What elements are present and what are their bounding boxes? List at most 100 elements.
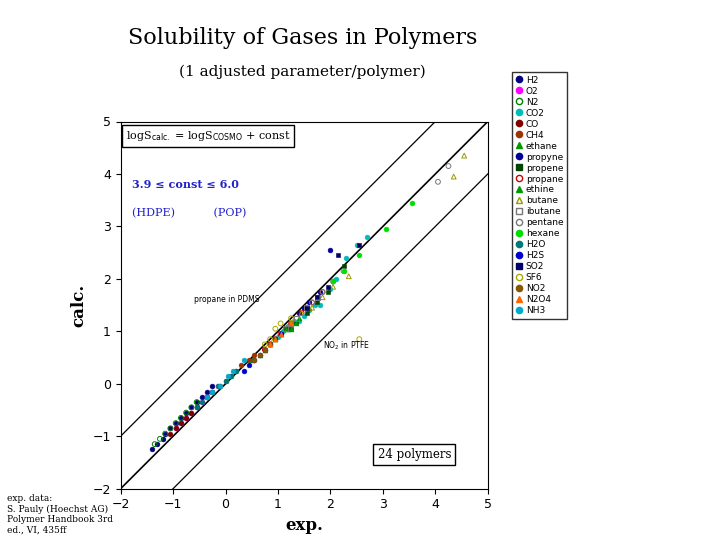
Point (225, 372, 237, 380)
Point (299, 311, 310, 320)
Point (269, 335, 281, 343)
Point (248, 350, 260, 359)
Point (212, 382, 223, 391)
Point (301, 303, 312, 312)
Point (269, 335, 281, 343)
Point (165, 424, 176, 433)
Point (325, 285, 336, 294)
Point (159, 429, 171, 438)
Point (181, 414, 192, 422)
Point (280, 325, 292, 333)
Point (259, 346, 271, 354)
Point (341, 254, 352, 262)
Point (328, 277, 339, 286)
Point (301, 309, 312, 318)
Point (202, 393, 213, 401)
Point (285, 325, 297, 333)
Point (322, 282, 333, 291)
Point (354, 240, 365, 249)
Point (277, 327, 289, 336)
Point (243, 361, 255, 370)
Point (309, 301, 320, 309)
Point (285, 325, 297, 333)
Point (165, 429, 176, 438)
Point (181, 408, 192, 417)
Point (264, 340, 276, 349)
X-axis label: exp.: exp. (285, 517, 323, 534)
Point (191, 398, 202, 407)
Point (269, 325, 281, 333)
Text: (1 adjusted parameter/polymer): (1 adjusted parameter/polymer) (179, 65, 426, 79)
Text: (HDPE)           (POP): (HDPE) (POP) (132, 208, 246, 218)
Point (299, 303, 310, 312)
Point (283, 325, 294, 333)
Point (354, 335, 365, 343)
Point (181, 414, 192, 422)
Point (170, 424, 181, 433)
Point (317, 288, 328, 296)
Point (202, 393, 213, 401)
Point (314, 301, 325, 309)
Point (243, 356, 255, 364)
Point (317, 288, 328, 296)
Point (230, 366, 242, 375)
Point (220, 377, 231, 386)
Text: logS$_{\mathrm{calc.}}$ = logS$_{\mathrm{COSMO}}$ + const: logS$_{\mathrm{calc.}}$ = logS$_{\mathrm… (126, 130, 291, 143)
Point (230, 366, 242, 375)
Point (306, 298, 318, 307)
Point (343, 272, 354, 281)
Point (254, 350, 266, 359)
Point (269, 335, 281, 343)
Point (280, 325, 292, 333)
Point (254, 350, 266, 359)
Point (317, 293, 328, 301)
Point (351, 240, 362, 249)
Point (322, 288, 333, 296)
Point (175, 414, 186, 422)
Point (459, 151, 470, 160)
Point (406, 199, 418, 207)
Point (338, 261, 349, 270)
Point (272, 332, 284, 341)
Point (175, 419, 186, 428)
Point (154, 435, 166, 443)
Point (149, 440, 161, 448)
Y-axis label: calc.: calc. (70, 284, 87, 327)
Point (186, 408, 197, 417)
Point (152, 440, 163, 448)
Point (325, 246, 336, 254)
Point (259, 346, 271, 354)
Point (338, 267, 349, 275)
Point (312, 298, 323, 307)
Point (328, 282, 339, 291)
Point (207, 387, 218, 396)
Text: 24 polymers: 24 polymers (377, 448, 451, 461)
Point (293, 316, 305, 325)
Text: NO$_2$ in PTFE: NO$_2$ in PTFE (323, 339, 370, 352)
Point (248, 356, 260, 364)
Point (312, 293, 323, 301)
Point (275, 329, 287, 338)
Point (338, 267, 349, 275)
Point (186, 403, 197, 411)
Point (235, 361, 247, 370)
Point (275, 329, 287, 338)
Point (304, 306, 315, 315)
Point (280, 325, 292, 333)
Point (314, 288, 325, 296)
Point (170, 419, 181, 428)
Point (175, 414, 186, 422)
Point (264, 340, 276, 349)
Point (306, 303, 318, 312)
Point (207, 387, 218, 396)
Point (181, 408, 192, 417)
Point (354, 251, 365, 260)
Point (264, 340, 276, 349)
Point (238, 366, 250, 375)
Text: 3.9 ≤ const ≤ 6.0: 3.9 ≤ const ≤ 6.0 (132, 179, 239, 190)
Text: Solubility of Gases in Polymers: Solubility of Gases in Polymers (127, 27, 477, 49)
Point (285, 319, 297, 328)
Point (207, 387, 218, 396)
Point (291, 319, 302, 328)
Point (361, 233, 373, 241)
